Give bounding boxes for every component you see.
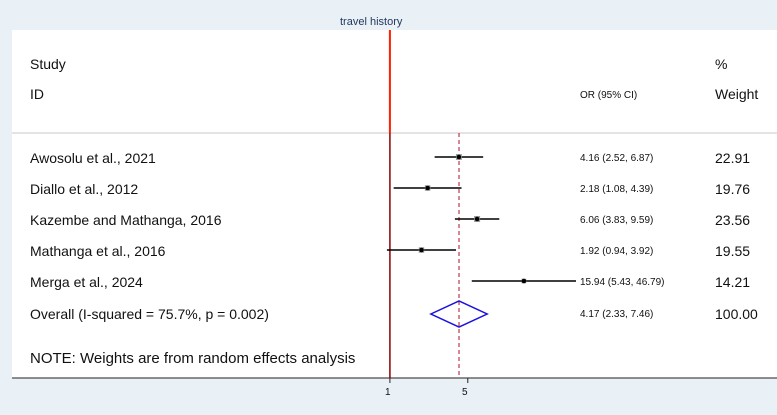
study-weight: 23.56 bbox=[715, 212, 751, 228]
chart-title: travel history bbox=[340, 16, 403, 28]
point-estimate bbox=[521, 278, 527, 284]
study-weight: 22.91 bbox=[715, 150, 751, 166]
study-weight: 19.76 bbox=[715, 181, 751, 197]
point-estimate bbox=[419, 247, 424, 253]
study-weight: 19.55 bbox=[715, 243, 751, 259]
study-label: Diallo et al., 2012 bbox=[30, 181, 139, 197]
study-or-ci: 6.06 (3.83, 9.59) bbox=[580, 215, 654, 226]
overall-weight: 100.00 bbox=[715, 306, 758, 322]
header-id: ID bbox=[30, 86, 44, 102]
header-weight: Weight bbox=[715, 86, 759, 102]
header-percent: % bbox=[715, 56, 728, 72]
overall-label: Overall (I-squared = 75.7%, p = 0.002) bbox=[30, 306, 269, 322]
plot-panel bbox=[12, 30, 777, 378]
overall-diamond bbox=[429, 300, 489, 328]
study-or-ci: 4.16 (2.52, 6.87) bbox=[580, 153, 654, 164]
note-text: NOTE: Weights are from random effects an… bbox=[30, 350, 356, 367]
point-estimate bbox=[425, 185, 430, 191]
x-tick-label: 1 bbox=[385, 387, 391, 398]
header-or-label: OR (95% CI) bbox=[580, 90, 638, 101]
point-estimate bbox=[456, 154, 462, 160]
study-label: Mathanga et al., 2016 bbox=[30, 243, 166, 259]
study-or-ci: 1.92 (0.94, 3.92) bbox=[580, 246, 654, 257]
study-weight: 14.21 bbox=[715, 274, 751, 290]
study-or-ci: 2.18 (1.08, 4.39) bbox=[580, 184, 654, 195]
study-label: Awosolu et al., 2021 bbox=[30, 150, 156, 166]
point-estimate bbox=[474, 216, 480, 222]
x-tick-label: 5 bbox=[462, 387, 468, 398]
study-label: Kazembe and Mathanga, 2016 bbox=[30, 212, 222, 228]
header-study: Study bbox=[30, 56, 66, 72]
overall-or-ci: 4.17 (2.33, 7.46) bbox=[580, 309, 654, 320]
study-label: Merga et al., 2024 bbox=[30, 274, 143, 290]
study-or-ci: 15.94 (5.43, 46.79) bbox=[580, 277, 665, 288]
